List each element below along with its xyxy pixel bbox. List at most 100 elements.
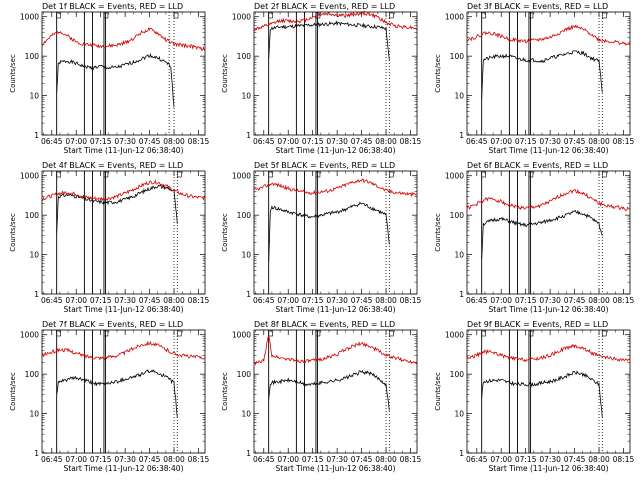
- subplot-title: Det 8f BLACK = Events, RED = LLD: [254, 320, 395, 329]
- interval-flag-marker: [268, 12, 273, 19]
- y-tick-label: 10: [29, 410, 39, 419]
- x-tick-label: 07:30: [539, 296, 561, 305]
- x-tick-label: 08:15: [188, 296, 210, 305]
- x-tick-label: 07:45: [564, 455, 586, 464]
- events-series-line: [56, 52, 175, 108]
- interval-flag-marker: [601, 12, 607, 19]
- interval-flag-marker: [388, 171, 394, 178]
- x-tick-label: 07:45: [139, 137, 161, 146]
- lld-series-line: [41, 340, 206, 361]
- y-tick-label: 10: [241, 251, 251, 260]
- x-axis-label: Start Time (11-Jun-12 06:38:40): [489, 146, 609, 155]
- interval-flag-marker: [176, 171, 182, 178]
- y-tick-label: 1000: [445, 331, 464, 340]
- plot-frame: [466, 11, 631, 136]
- subplot-det-1: Det 1f BLACK = Events, RED = LLD 1 10 100 10…: [9, 2, 210, 155]
- y-axis-label: Counts/sec: [434, 54, 442, 93]
- x-tick-label: 08:00: [375, 137, 397, 146]
- y-tick-label: 1: [246, 290, 251, 299]
- y-tick-label: 1000: [20, 331, 39, 340]
- subplot-det-2: Det 2f BLACK = Events, RED = LLD 1 10 100 10…: [221, 2, 422, 155]
- y-tick-label: 100: [450, 52, 465, 61]
- subplot-det-8: Det 8f BLACK = Events, RED = LLD 1 10 100 10…: [221, 320, 422, 473]
- x-tick-label: 06:45: [41, 455, 63, 464]
- y-axis-label: Counts/sec: [434, 213, 442, 252]
- subplot-title: Det 3f BLACK = Events, RED = LLD: [467, 2, 608, 11]
- lld-series-line: [41, 26, 206, 51]
- y-axis-label: Counts/sec: [9, 372, 17, 411]
- y-tick-label: 10: [29, 92, 39, 101]
- x-tick-label: 07:15: [515, 137, 537, 146]
- y-tick-label: 1000: [232, 13, 251, 22]
- y-tick-label: 1: [246, 449, 251, 458]
- events-series-line: [56, 184, 178, 233]
- x-tick-label: 07:30: [326, 296, 348, 305]
- plot-frame: [41, 329, 206, 454]
- y-tick-label: 10: [454, 251, 464, 260]
- x-tick-label: 08:15: [613, 296, 635, 305]
- interval-flag-marker: [173, 12, 179, 19]
- plot-frame: [41, 170, 206, 295]
- x-tick-label: 07:15: [90, 296, 112, 305]
- lld-series-line: [254, 334, 418, 366]
- y-tick-label: 100: [25, 370, 40, 379]
- lld-series-line: [253, 178, 418, 198]
- y-tick-label: 100: [237, 52, 252, 61]
- x-tick-label: 07:30: [114, 137, 136, 146]
- interval-flag-marker: [56, 330, 61, 337]
- x-tick-label: 07:15: [515, 296, 537, 305]
- y-tick-label: 100: [25, 211, 40, 220]
- x-tick-label: 06:45: [41, 296, 63, 305]
- interval-flag-marker: [601, 171, 607, 178]
- x-tick-label: 07:45: [351, 296, 373, 305]
- interval-flag-marker: [176, 330, 182, 337]
- x-axis-label: Start Time (11-Jun-12 06:38:40): [64, 146, 184, 155]
- lld-series-line: [466, 188, 630, 211]
- x-tick-label: 07:00: [490, 455, 512, 464]
- interval-flag-marker: [388, 12, 394, 19]
- interval-flag-marker: [315, 330, 321, 337]
- subplot-title: Det 5f BLACK = Events, RED = LLD: [254, 161, 395, 170]
- x-tick-label: 06:45: [41, 137, 63, 146]
- interval-flag-marker: [481, 12, 486, 19]
- interval-flag-marker: [388, 330, 394, 337]
- x-tick-label: 07:00: [490, 296, 512, 305]
- lld-series-line: [253, 10, 418, 32]
- plot-frame: [41, 11, 206, 136]
- lld-series-line: [466, 24, 631, 46]
- y-tick-label: 100: [450, 211, 465, 220]
- y-tick-label: 1: [34, 290, 39, 299]
- y-tick-label: 1000: [445, 172, 464, 181]
- events-series-line: [481, 370, 603, 418]
- x-tick-label: 08:00: [375, 455, 397, 464]
- subplot-det-7: Det 7f BLACK = Events, RED = LLD 1 10 100 10…: [9, 320, 210, 473]
- y-tick-label: 1: [34, 131, 39, 140]
- x-axis-label: Start Time (11-Jun-12 06:38:40): [489, 305, 609, 314]
- y-tick-label: 1: [459, 290, 464, 299]
- x-tick-label: 07:15: [515, 455, 537, 464]
- events-series-line: [56, 369, 178, 418]
- subplot-title: Det 1f BLACK = Events, RED = LLD: [42, 2, 183, 11]
- interval-flag-marker: [56, 171, 61, 178]
- x-tick-label: 07:00: [277, 455, 299, 464]
- y-axis-label: Counts/sec: [221, 372, 229, 411]
- x-axis-label: Start Time (11-Jun-12 06:38:40): [64, 464, 184, 473]
- interval-flag-marker: [528, 330, 534, 337]
- y-tick-label: 100: [450, 370, 465, 379]
- x-tick-label: 07:00: [490, 137, 512, 146]
- y-tick-label: 100: [237, 211, 252, 220]
- x-tick-label: 07:45: [351, 455, 373, 464]
- plot-frame: [253, 170, 418, 295]
- x-tick-label: 06:45: [466, 137, 488, 146]
- interval-flag-marker: [103, 171, 109, 178]
- events-series-line: [268, 20, 390, 61]
- lld-series-line: [466, 343, 631, 363]
- x-tick-label: 07:30: [326, 455, 348, 464]
- interval-flag-marker: [528, 12, 534, 19]
- x-tick-label: 08:15: [188, 455, 210, 464]
- x-tick-label: 07:45: [564, 137, 586, 146]
- x-tick-label: 06:45: [253, 455, 275, 464]
- events-series-line: [481, 209, 603, 260]
- y-tick-label: 1000: [232, 331, 251, 340]
- x-tick-label: 06:45: [253, 296, 275, 305]
